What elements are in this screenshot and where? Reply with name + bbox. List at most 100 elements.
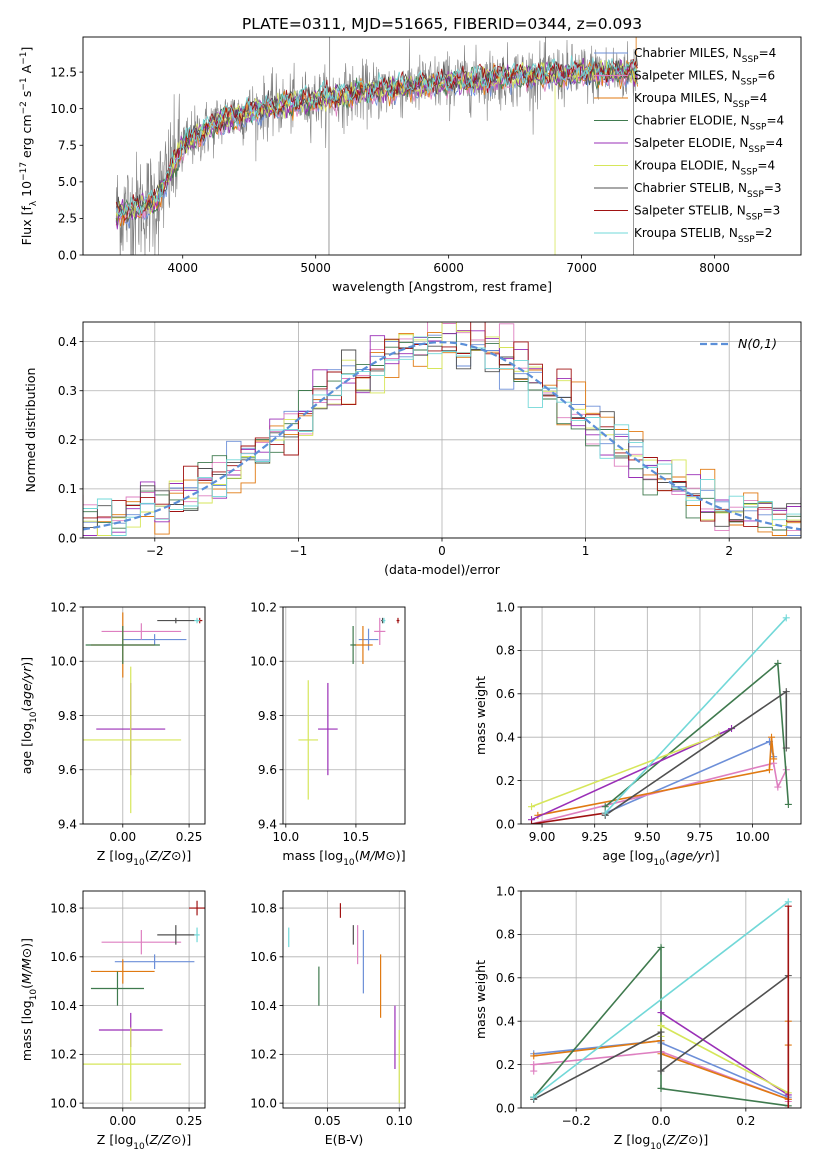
series-marker xyxy=(784,898,792,906)
axes-frame xyxy=(282,606,406,825)
series-marker xyxy=(765,766,773,774)
series-marker xyxy=(768,733,776,741)
panel-mass_vs_Z: 0.00 0.25 10.0 10.2 10.4 10.6 10.8 Z [log10(Z/Z… xyxy=(19,890,206,1152)
x-tick-label: 10.0 xyxy=(272,830,299,844)
series-marker xyxy=(782,688,790,696)
y-tick-label: 0.3 xyxy=(58,384,77,398)
y-tick-label: 9.6 xyxy=(258,763,277,777)
errorbar-chabrier_elodie xyxy=(350,625,356,664)
errorbar-kroupa_stelib xyxy=(194,617,200,624)
x-tick-label: 0.10 xyxy=(386,1114,413,1128)
legend-label-chabrier_miles: Chabrier MILES, NSSP=4 xyxy=(634,46,776,65)
y-tick-label: 10.8 xyxy=(250,901,277,915)
x-tick-label: 0.05 xyxy=(314,1114,341,1128)
series-marker xyxy=(657,1009,665,1017)
series-line xyxy=(531,734,720,808)
series-kroupa_elodie xyxy=(528,731,723,811)
series-line xyxy=(533,945,789,1107)
x-tick-label: 10.5 xyxy=(343,830,370,844)
figure-title: PLATE=0311, MJD=51665, FIBERID=0344, z=0… xyxy=(242,15,642,33)
x-tick-label: 0.25 xyxy=(176,830,203,844)
y-tick-label: 10.6 xyxy=(250,950,277,964)
x-axis-label: age [log10(age/yr)] xyxy=(602,848,719,868)
y-tick-label: 7.5 xyxy=(58,139,77,153)
y-tick-label: 10.4 xyxy=(250,999,277,1013)
series-line xyxy=(531,762,788,824)
x-tick-label: 9.50 xyxy=(634,830,661,844)
axes-frame xyxy=(82,606,206,825)
series-line xyxy=(533,901,789,1098)
y-tick-label: 1.0 xyxy=(496,884,515,898)
legend-label-chabrier_elodie: Chabrier ELODIE, NSSP=4 xyxy=(634,114,784,133)
errorbar-kroupa_elodie xyxy=(83,1027,182,1101)
x-tick-label: −1 xyxy=(290,544,308,558)
x-tick-label: 0.0 xyxy=(651,1114,670,1128)
series-marker xyxy=(601,809,609,817)
x-tick-label: 4000 xyxy=(167,261,198,275)
y-tick-label: 0.1 xyxy=(58,482,77,496)
y-tick-label: 10.0 xyxy=(50,655,77,669)
y-tick-label: 0.4 xyxy=(496,1015,515,1029)
series-marker xyxy=(530,1067,538,1075)
y-tick-label: 9.8 xyxy=(258,709,277,723)
errorbar-kroupa_elodie xyxy=(298,680,319,800)
legend-label-salpeter_stelib: Salpeter STELIB, NSSP=3 xyxy=(634,204,780,223)
x-tick-label: 0.25 xyxy=(176,1114,203,1128)
errorbar-kroupa_miles xyxy=(90,959,155,984)
x-tick-label: 8000 xyxy=(699,261,730,275)
y-tick-label: 5.0 xyxy=(58,175,77,189)
y-axis-label: age [log10(age/yr)] xyxy=(19,657,39,774)
x-tick-label: 5000 xyxy=(300,261,331,275)
legend-label-salpeter_miles: Salpeter MILES, NSSP=6 xyxy=(634,69,775,88)
y-tick-label: 0.0 xyxy=(496,817,515,831)
legend-label-kroupa_stelib: Kroupa STELIB, NSSP=2 xyxy=(634,226,772,245)
x-tick-label: 6000 xyxy=(433,261,464,275)
y-axis-label: Normed distribution xyxy=(23,368,38,493)
normal-curve xyxy=(83,341,801,531)
series-marker xyxy=(601,803,609,811)
series-marker xyxy=(530,1093,538,1101)
x-axis-label: Z [log10(Z/Z⊙)] xyxy=(97,848,191,868)
legend-label-kroupa_miles: Kroupa MILES, NSSP=4 xyxy=(634,91,767,110)
model-spectrum-kroupa_elodie xyxy=(115,59,638,221)
y-tick-label: 0.4 xyxy=(58,335,77,349)
panel-mass_vs_ebv: 0.05 0.10 10.0 10.2 10.4 10.6 10.8 E(B-V) xyxy=(250,890,413,1147)
plot-area xyxy=(521,607,801,824)
y-tick-label: 10.2 xyxy=(250,600,277,614)
axes-frame xyxy=(520,606,802,825)
panel-age_vs_mass: 10.0 10.5 9.4 9.6 9.8 10.0 10.2 mass [log10(M/M… xyxy=(250,600,405,868)
errorbar-kroupa_elodie xyxy=(83,666,182,814)
y-axis-label: mass weight xyxy=(473,676,488,755)
series-marker xyxy=(782,744,790,752)
histogram-salpeter_elodie xyxy=(83,330,801,536)
series-kroupa_stelib xyxy=(530,898,792,1101)
axes-frame xyxy=(82,321,802,539)
series-line xyxy=(531,812,606,824)
series-marker xyxy=(657,1067,665,1075)
errorbar-chabrier_miles xyxy=(122,634,187,645)
x-axis-label: wavelength [Angstrom, rest frame] xyxy=(332,279,552,294)
series-chabrier_elodie xyxy=(601,659,792,811)
series-kroupa_stelib xyxy=(601,614,790,817)
y-tick-label: 0.8 xyxy=(496,644,515,658)
y-tick-label: 0.2 xyxy=(496,774,515,788)
errorbar-salpeter_elodie xyxy=(318,682,338,776)
y-tick-label: 0.0 xyxy=(496,1101,515,1115)
errorbar-salpeter_miles xyxy=(374,617,386,645)
legend-label-salpeter_elodie: Salpeter ELODIE, NSSP=4 xyxy=(634,136,783,155)
errorbar-chabrier_stelib xyxy=(157,925,195,945)
y-tick-label: 0.2 xyxy=(496,1058,515,1072)
plot-area xyxy=(115,37,638,255)
x-axis-label: E(B-V) xyxy=(325,1132,364,1147)
errorbar-kroupa_miles xyxy=(353,625,373,664)
model-spectrum-salpeter_stelib xyxy=(115,59,638,222)
legend-label-normal: N(0,1) xyxy=(738,336,777,351)
series-marker xyxy=(528,803,536,811)
y-axis-label: mass [log10(M/M⊙)] xyxy=(19,938,39,1061)
y-axis-label: Flux [fλ 10−17 erg cm−2 s−1 A−1] xyxy=(19,47,39,246)
plot-area xyxy=(83,322,801,538)
x-tick-label: −0.2 xyxy=(562,1114,591,1128)
y-tick-label: 10.6 xyxy=(50,950,77,964)
histogram-kroupa_stelib xyxy=(83,336,801,536)
y-tick-label: 0.6 xyxy=(496,971,515,985)
